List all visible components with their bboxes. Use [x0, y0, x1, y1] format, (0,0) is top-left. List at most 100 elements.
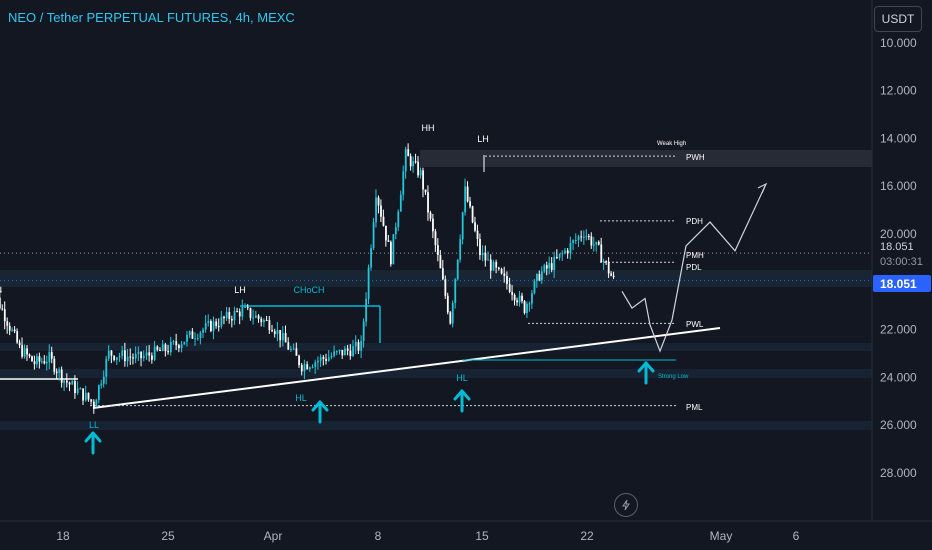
candle-body — [183, 341, 186, 345]
candle — [322, 355, 325, 366]
candle-body — [8, 325, 11, 331]
candle — [498, 266, 500, 271]
candle-body — [223, 316, 225, 319]
demand-zone-mid — [0, 369, 872, 378]
pwl-label: PWL — [686, 320, 704, 329]
candle — [432, 213, 434, 239]
candle-body — [97, 385, 100, 401]
candle — [387, 234, 390, 242]
candle-body — [344, 348, 346, 356]
candle-body — [284, 333, 287, 343]
ascending-trendline[interactable] — [92, 327, 721, 409]
candle-body — [553, 257, 556, 270]
currency-button[interactable]: USDT — [874, 6, 922, 32]
candle-body — [300, 365, 303, 372]
candle-body — [241, 307, 244, 317]
candle — [26, 345, 28, 361]
candle — [372, 217, 375, 251]
candle-body — [360, 340, 363, 351]
candle — [422, 167, 424, 198]
candle-body — [33, 361, 36, 365]
candle-body — [484, 252, 487, 261]
candle-body — [511, 291, 514, 295]
candle — [385, 225, 387, 247]
candle — [11, 327, 14, 332]
candle — [36, 353, 38, 368]
candle — [53, 355, 56, 375]
candle — [577, 234, 580, 248]
projection-path[interactable] — [621, 185, 766, 353]
candle — [169, 336, 172, 356]
candle-body — [238, 311, 241, 317]
candle — [45, 355, 48, 371]
candle — [225, 306, 228, 322]
time-axis[interactable]: 18 25 Apr 8 15 22 May 6 — [0, 520, 932, 543]
candle — [392, 234, 395, 265]
price-tick-label: 28.000 — [880, 466, 917, 480]
lightning-button[interactable] — [614, 493, 638, 517]
candle — [508, 277, 511, 294]
candle — [142, 350, 145, 362]
time-tick-label: 18 — [56, 529, 70, 543]
candle — [137, 346, 140, 362]
candle-body — [362, 321, 365, 341]
candle — [446, 292, 449, 315]
candle-body — [508, 283, 511, 292]
candle — [367, 264, 370, 305]
ll-label: LL — [89, 420, 99, 430]
candle — [300, 362, 303, 376]
candle — [588, 233, 590, 241]
candle — [474, 216, 476, 233]
candle — [100, 379, 103, 389]
candle-body — [169, 341, 172, 353]
candle-body — [257, 315, 260, 319]
candle-body — [93, 401, 95, 408]
candle-body — [412, 161, 415, 167]
candle — [265, 315, 268, 321]
candle — [148, 344, 151, 362]
candle-body — [124, 350, 126, 362]
candle-body — [36, 356, 38, 365]
candle — [167, 344, 170, 355]
candle — [0, 292, 1, 310]
candle-body — [610, 273, 613, 276]
candle — [414, 153, 417, 164]
candle-body — [533, 280, 536, 294]
candle-body — [3, 309, 6, 322]
candle-body — [79, 388, 82, 390]
candle-body — [503, 273, 506, 276]
candle — [180, 341, 183, 353]
candle-body — [417, 161, 420, 176]
candle-body — [260, 318, 263, 323]
candle-body — [207, 321, 210, 324]
candle — [164, 342, 167, 357]
time-tick-label: 6 — [793, 529, 800, 543]
candle — [370, 244, 372, 271]
candle-body — [196, 338, 199, 340]
arrow-hl-right — [453, 389, 471, 413]
candle-body — [365, 298, 368, 322]
candle — [511, 285, 514, 301]
candle — [140, 351, 143, 367]
candle — [18, 339, 21, 349]
candle-body — [422, 170, 424, 190]
candle-body — [407, 149, 410, 157]
candle-body — [471, 206, 474, 223]
candle-body — [48, 352, 51, 363]
candle — [90, 398, 93, 405]
candle-body — [153, 346, 156, 360]
candle-body — [95, 400, 98, 408]
candle — [153, 341, 156, 362]
price-axis[interactable]: 28.000 26.000 24.000 22.000 20.000 16.000 14.0… — [871, 0, 932, 550]
candle — [194, 332, 197, 346]
candle — [118, 352, 121, 362]
price-tick-label: 10.000 — [880, 36, 917, 50]
candle-body — [409, 156, 412, 167]
candle-body — [327, 357, 330, 361]
weak-high-zone — [420, 150, 872, 167]
projection-arrowhead — [757, 182, 768, 194]
candle-body — [161, 344, 164, 351]
candle — [417, 156, 420, 178]
